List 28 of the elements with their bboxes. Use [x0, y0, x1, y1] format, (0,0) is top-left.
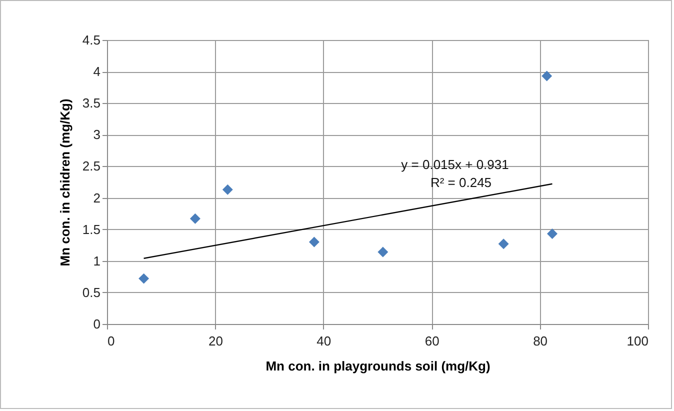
point — [498, 238, 509, 250]
x-tick-label: 20 — [208, 334, 223, 348]
y-tick-label: 0 — [93, 316, 100, 332]
annotation: y = 0.015x + 0.931 — [401, 157, 509, 172]
point — [222, 184, 233, 195]
point — [547, 228, 558, 239]
y-tick-label: 2 — [93, 190, 100, 206]
x-tick-label: 100 — [626, 334, 648, 348]
y-tick-label: 1 — [93, 253, 100, 268]
point — [138, 273, 150, 284]
y-tick-label: 2.5 — [82, 158, 100, 174]
y-tick-label: 1.5 — [82, 222, 100, 237]
y-tick-label: 0.5 — [82, 284, 100, 300]
x-tick-label: 40 — [316, 334, 332, 348]
x-axis-title: Mn con. in playgrounds soil (mg/Kg) — [266, 358, 490, 374]
point — [378, 246, 388, 258]
x-tick-label: 80 — [533, 334, 548, 348]
y-tick-label: 3 — [93, 127, 100, 142]
y-tick-label: 4 — [93, 64, 100, 80]
x-tick-label: 0 — [108, 334, 115, 348]
y-tick-label: 3.5 — [82, 96, 100, 111]
y-tick-label: 4.5 — [82, 32, 100, 48]
point — [190, 213, 200, 224]
annotation: R² = 0.245 — [430, 175, 492, 190]
y-axis-title: Mn con. in chidren (mg/Kg) — [57, 98, 72, 266]
point — [542, 70, 552, 82]
x-tick-label: 60 — [424, 334, 440, 348]
point — [308, 236, 320, 248]
